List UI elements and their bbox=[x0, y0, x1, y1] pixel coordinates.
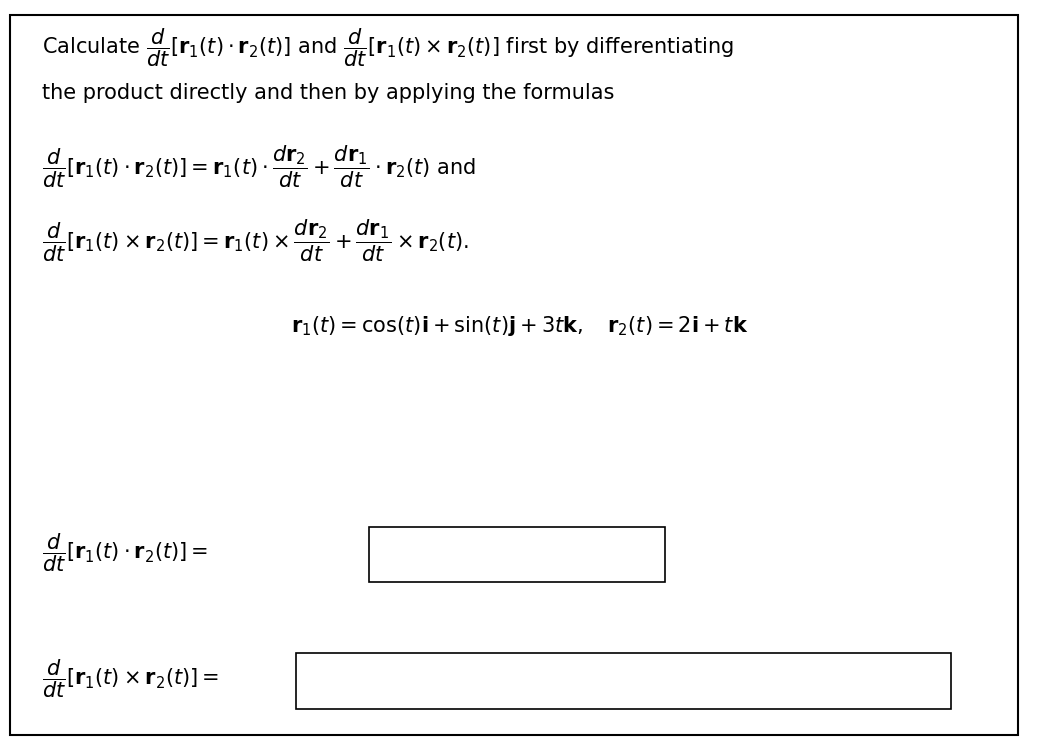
Text: $\dfrac{d}{dt}[\mathbf{r}_1(t) \times \mathbf{r}_2(t)] = $: $\dfrac{d}{dt}[\mathbf{r}_1(t) \times \m… bbox=[42, 657, 218, 700]
Text: $\dfrac{d}{dt}[\mathbf{r}_1(t) \cdot \mathbf{r}_2(t)] = \mathbf{r}_1(t) \cdot \d: $\dfrac{d}{dt}[\mathbf{r}_1(t) \cdot \ma… bbox=[42, 144, 476, 190]
FancyBboxPatch shape bbox=[10, 15, 1018, 735]
Text: the product directly and then by applying the formulas: the product directly and then by applyin… bbox=[42, 83, 614, 102]
FancyBboxPatch shape bbox=[296, 653, 951, 709]
Text: $\dfrac{d}{dt}[\mathbf{r}_1(t) \times \mathbf{r}_2(t)] = \mathbf{r}_1(t) \times : $\dfrac{d}{dt}[\mathbf{r}_1(t) \times \m… bbox=[42, 218, 469, 264]
Text: $\mathbf{r}_1(t) = \cos(t)\mathbf{i} + \sin(t)\mathbf{j} + 3t\mathbf{k},\quad \m: $\mathbf{r}_1(t) = \cos(t)\mathbf{i} + \… bbox=[291, 315, 748, 338]
Text: Calculate $\dfrac{d}{dt}[\mathbf{r}_1(t) \cdot \mathbf{r}_2(t)]$ and $\dfrac{d}{: Calculate $\dfrac{d}{dt}[\mathbf{r}_1(t)… bbox=[42, 27, 734, 70]
FancyBboxPatch shape bbox=[369, 527, 665, 582]
Text: $\dfrac{d}{dt}[\mathbf{r}_1(t) \cdot \mathbf{r}_2(t)] = $: $\dfrac{d}{dt}[\mathbf{r}_1(t) \cdot \ma… bbox=[42, 531, 208, 574]
